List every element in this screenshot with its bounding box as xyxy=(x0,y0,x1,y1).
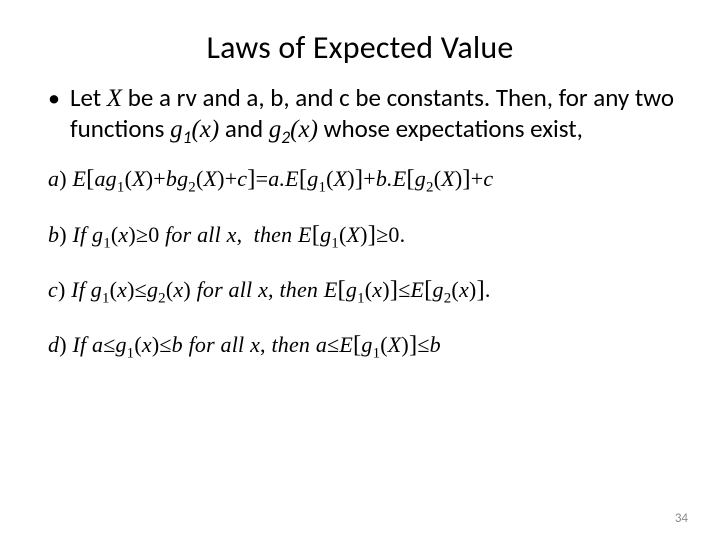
page-number: 34 xyxy=(675,511,688,526)
intro-text: Let X be a rv and a, b, and c be constan… xyxy=(70,83,678,147)
intro-g2: g xyxy=(269,116,282,143)
equation-b: b) If g1(x)≥0 for all x, then E[g1(X)]≥0… xyxy=(48,221,678,252)
eq-a-label: a) xyxy=(48,166,72,191)
eq-b-label: b) xyxy=(48,222,72,247)
intro-pre: Let xyxy=(70,82,107,113)
equation-c: c) If g1(x)≤g2(x) for all x, then E[g1(x… xyxy=(48,276,678,307)
eq-c-label: c) xyxy=(48,277,71,302)
intro-X: X xyxy=(107,85,122,112)
intro-gx1: (x) xyxy=(191,116,219,143)
bullet-dot: • xyxy=(48,83,60,113)
page-title: Laws of Expected Value xyxy=(42,28,678,67)
equation-a: a) E[ag1(X)+bg2(X)+c]=a.E[g1(X)]+b.E[g2(… xyxy=(48,165,678,196)
intro-and: and xyxy=(219,113,269,144)
intro-s2: 2 xyxy=(281,126,290,148)
eq-d-label: d) xyxy=(48,332,72,357)
slide: Laws of Expected Value • Let X be a rv a… xyxy=(0,0,720,540)
intro-bullet-row: • Let X be a rv and a, b, and c be const… xyxy=(48,83,678,147)
intro-g1: g xyxy=(170,116,183,143)
intro-tail: whose expectations exist, xyxy=(318,113,583,144)
equations: a) E[ag1(X)+bg2(X)+c]=a.E[g1(X)]+b.E[g2(… xyxy=(48,165,678,363)
intro-gx2: (x) xyxy=(290,116,318,143)
equation-d: d) If a≤g1(x)≤b for all x, then a≤E[g1(X… xyxy=(48,331,678,362)
